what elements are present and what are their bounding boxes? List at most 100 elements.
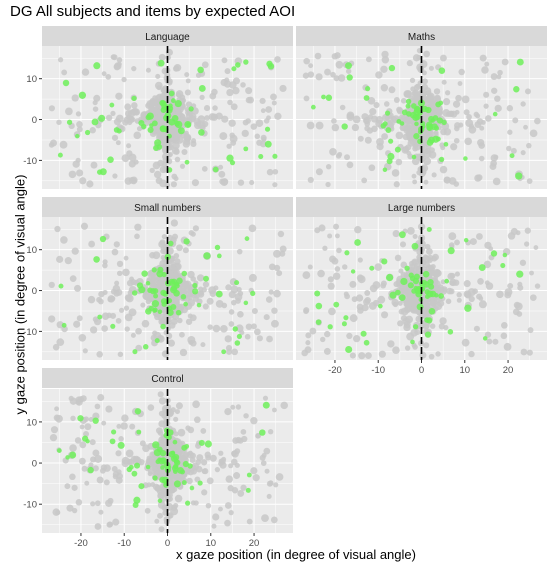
chart-title: DG All subjects and items by expected AO… [10, 3, 296, 20]
aoi-gaze-point [164, 112, 172, 120]
gaze-point [261, 514, 269, 523]
gaze-point [423, 50, 430, 58]
gaze-point [424, 243, 431, 250]
gaze-point [275, 473, 284, 481]
facet-strip [296, 26, 547, 46]
gaze-point [121, 76, 127, 83]
gaze-point [250, 467, 258, 475]
aoi-gaze-point [234, 280, 240, 286]
y-tick-label: 0 [32, 459, 37, 470]
aoi-gaze-point [87, 466, 94, 474]
gaze-point [452, 279, 460, 286]
gaze-point [394, 254, 402, 262]
gaze-point [377, 295, 386, 304]
gaze-point [468, 295, 475, 303]
aoi-gaze-point [463, 237, 469, 243]
aoi-gaze-point [398, 231, 406, 239]
gaze-point [320, 336, 326, 343]
gaze-point [387, 340, 395, 348]
gaze-point [343, 291, 349, 297]
gaze-point [473, 325, 480, 332]
gaze-point [496, 290, 504, 299]
aoi-gaze-point [516, 58, 524, 66]
gaze-point [534, 117, 541, 125]
gaze-point [266, 493, 272, 499]
aoi-gaze-point [110, 323, 116, 329]
gaze-point [273, 482, 279, 488]
gaze-point [529, 129, 538, 138]
gaze-point [157, 391, 164, 398]
gaze-point [483, 103, 489, 109]
gaze-point [155, 73, 161, 79]
aoi-gaze-point [97, 314, 103, 320]
aoi-gaze-point [142, 344, 149, 350]
aoi-gaze-point [131, 290, 138, 296]
gaze-point [263, 314, 270, 321]
x-tick-label: 0 [419, 365, 424, 376]
gaze-point [430, 300, 437, 307]
gaze-point [77, 396, 85, 403]
gaze-point [115, 318, 122, 324]
gaze-point [131, 65, 137, 72]
gaze-point [164, 182, 170, 188]
gaze-point [157, 512, 163, 519]
gaze-point [159, 166, 167, 174]
gaze-point [333, 223, 340, 230]
gaze-point [122, 119, 129, 126]
gaze-point [534, 283, 541, 289]
facet-panel: Maths [296, 26, 547, 189]
y-tick-label: -10 [23, 500, 37, 511]
aoi-gaze-point [382, 121, 388, 127]
gaze-point [124, 294, 132, 302]
gaze-point [228, 463, 234, 469]
gaze-point [355, 294, 364, 302]
gaze-point [423, 179, 429, 185]
gaze-point [468, 350, 475, 358]
gaze-point [230, 140, 237, 146]
aoi-gaze-point [198, 85, 206, 92]
gaze-point [231, 450, 239, 458]
aoi-gaze-point [341, 321, 347, 327]
aoi-gaze-point [515, 172, 523, 180]
gaze-point [126, 279, 134, 287]
gaze-point [260, 460, 267, 467]
gaze-point [56, 338, 65, 347]
aoi-gaze-point [310, 104, 316, 110]
aoi-gaze-point [198, 129, 205, 136]
gaze-point [443, 324, 449, 331]
aoi-gaze-point [138, 483, 145, 490]
aoi-gaze-point [395, 289, 401, 296]
gaze-point [333, 75, 340, 82]
aoi-gaze-point [314, 290, 321, 297]
gaze-point [478, 155, 485, 162]
gaze-point [212, 513, 220, 521]
gaze-point [305, 332, 312, 339]
gaze-point [92, 100, 98, 106]
gaze-point [130, 176, 138, 184]
gaze-point [428, 150, 437, 159]
gaze-point [271, 307, 278, 314]
gaze-point [324, 68, 331, 76]
gaze-point [490, 73, 498, 80]
gaze-point [94, 523, 102, 530]
gaze-point [73, 320, 81, 328]
gaze-point [271, 319, 279, 328]
gaze-point [153, 170, 162, 179]
aoi-gaze-point [117, 441, 125, 449]
gaze-point [526, 178, 533, 184]
gaze-point [461, 338, 470, 347]
gaze-point [490, 154, 498, 162]
gaze-point [74, 284, 82, 292]
gaze-point [134, 233, 140, 240]
gaze-point [201, 166, 208, 172]
gaze-point [266, 168, 274, 176]
gaze-point [197, 115, 206, 123]
aoi-gaze-point [65, 455, 70, 460]
gaze-point [205, 502, 212, 509]
gaze-point [116, 423, 122, 429]
gaze-point [135, 344, 143, 352]
gaze-point [524, 241, 530, 247]
gaze-point [120, 422, 128, 430]
aoi-gaze-point [174, 459, 181, 466]
gaze-point [214, 467, 221, 473]
